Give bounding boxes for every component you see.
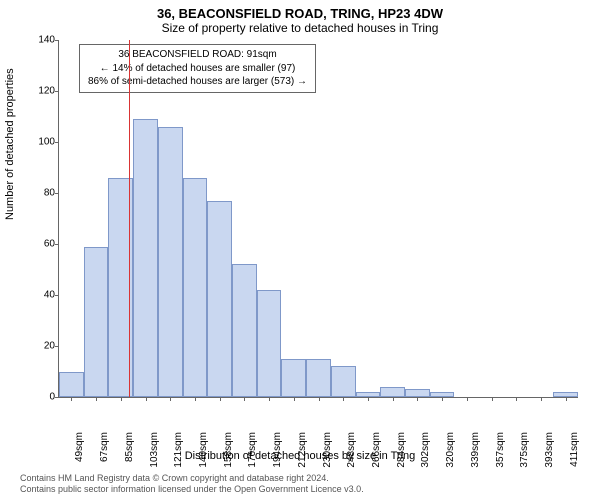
x-tick-mark (417, 397, 418, 401)
x-tick-mark (319, 397, 320, 401)
bar (257, 290, 282, 397)
x-tick-mark (393, 397, 394, 401)
x-tick-mark (442, 397, 443, 401)
bar (59, 372, 84, 398)
y-tick-mark (55, 142, 59, 143)
bar (158, 127, 183, 397)
x-tick-mark (71, 397, 72, 401)
footer: Contains HM Land Registry data © Crown c… (20, 473, 364, 496)
x-tick-mark (541, 397, 542, 401)
y-tick-mark (55, 397, 59, 398)
footer-line-2: Contains public sector information licen… (20, 484, 364, 496)
x-tick-mark (492, 397, 493, 401)
bar (232, 264, 257, 397)
x-tick-mark (170, 397, 171, 401)
y-tick-mark (55, 40, 59, 41)
bar (405, 389, 430, 397)
y-tick-mark (55, 346, 59, 347)
x-tick-mark (121, 397, 122, 401)
x-tick-mark (516, 397, 517, 401)
bar (183, 178, 208, 397)
x-tick-mark (467, 397, 468, 401)
x-tick-mark (244, 397, 245, 401)
x-tick-mark (343, 397, 344, 401)
x-tick-mark (146, 397, 147, 401)
chart-area: 36 BEACONSFIELD ROAD: 91sqm ← 14% of det… (58, 40, 578, 398)
chart-title: 36, BEACONSFIELD ROAD, TRING, HP23 4DW (0, 0, 600, 21)
x-tick-mark (220, 397, 221, 401)
y-tick-label: 40 (29, 290, 55, 301)
x-tick-mark (96, 397, 97, 401)
y-tick-mark (55, 295, 59, 296)
bar (281, 359, 306, 397)
y-tick-label: 20 (29, 341, 55, 352)
y-axis-label: Number of detached properties (4, 68, 16, 220)
x-tick-mark (566, 397, 567, 401)
x-tick-mark (195, 397, 196, 401)
bar (207, 201, 232, 397)
bar (380, 387, 405, 397)
y-tick-mark (55, 193, 59, 194)
y-tick-label: 140 (29, 35, 55, 46)
bar (306, 359, 331, 397)
y-tick-label: 80 (29, 188, 55, 199)
bar (133, 119, 158, 397)
y-tick-mark (55, 91, 59, 92)
bar (84, 247, 109, 397)
x-tick-mark (269, 397, 270, 401)
x-tick-mark (294, 397, 295, 401)
marker-line (129, 40, 130, 397)
y-tick-label: 60 (29, 239, 55, 250)
x-tick-mark (368, 397, 369, 401)
annotation-line-1: 36 BEACONSFIELD ROAD: 91sqm (88, 48, 307, 62)
y-tick-label: 100 (29, 137, 55, 148)
annotation-line-2: ← 14% of detached houses are smaller (97… (88, 62, 307, 76)
chart-subtitle: Size of property relative to detached ho… (0, 21, 600, 39)
bar (331, 366, 356, 397)
footer-line-1: Contains HM Land Registry data © Crown c… (20, 473, 364, 485)
x-axis-label: Distribution of detached houses by size … (0, 450, 600, 462)
y-tick-mark (55, 244, 59, 245)
annotation-line-3: 86% of semi-detached houses are larger (… (88, 75, 307, 89)
y-tick-label: 0 (29, 392, 55, 403)
annotation-box: 36 BEACONSFIELD ROAD: 91sqm ← 14% of det… (79, 44, 316, 93)
y-tick-label: 120 (29, 86, 55, 97)
